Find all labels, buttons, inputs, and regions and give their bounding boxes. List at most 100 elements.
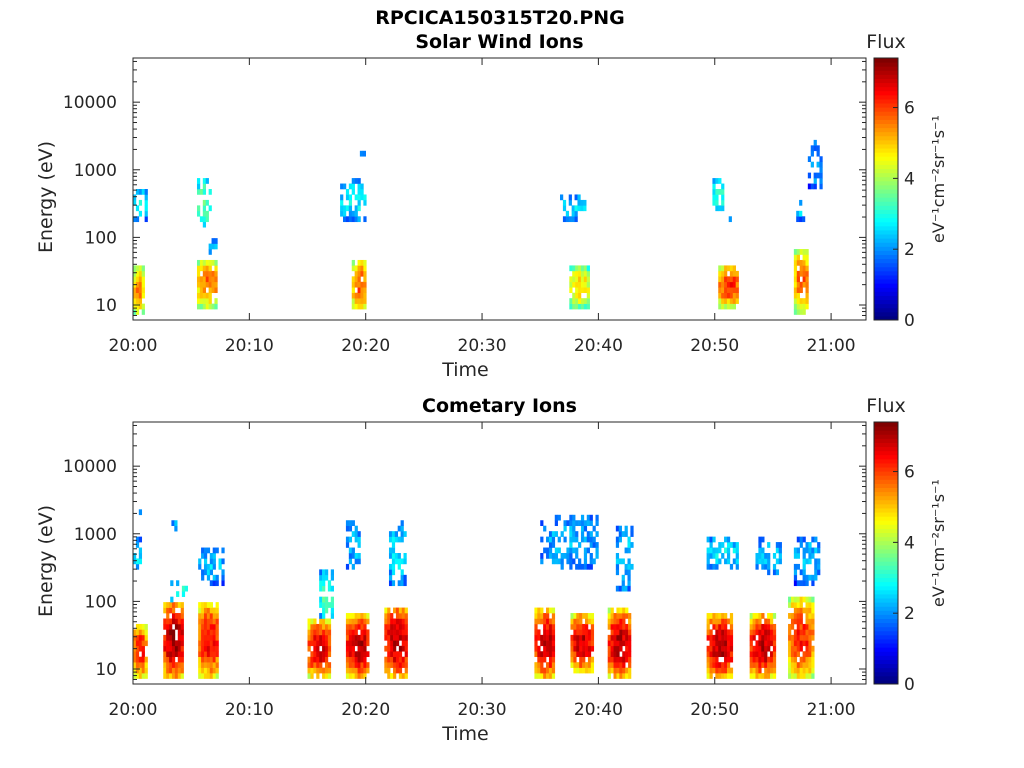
heatmap-cell — [166, 623, 170, 630]
heatmap-cell — [616, 662, 620, 668]
heatmap-cell — [202, 303, 207, 310]
heatmap-cell — [726, 640, 731, 647]
heatmap-cell — [176, 580, 180, 587]
heatmap-cell — [761, 623, 765, 630]
heatmap-cell — [709, 651, 713, 658]
y-tick-label: 100 — [85, 592, 117, 612]
heatmap-cell — [135, 270, 140, 277]
heatmap-cell — [196, 178, 201, 184]
heatmap-cell — [566, 520, 570, 527]
heatmap-cell — [796, 259, 800, 266]
colorbar-segment — [874, 569, 898, 574]
heatmap-cell — [580, 531, 585, 537]
heatmap-cell — [569, 553, 573, 559]
heatmap-cell — [610, 656, 614, 663]
heatmap-cell — [390, 662, 394, 668]
heatmap-cell — [560, 558, 564, 565]
heatmap-cell — [808, 656, 812, 663]
heatmap-cell — [619, 618, 623, 625]
heatmap-cell — [772, 629, 777, 636]
heatmap-cell — [817, 563, 821, 570]
heatmap-cell — [817, 558, 821, 565]
heatmap-cell — [363, 265, 367, 272]
heatmap-cell — [587, 640, 592, 647]
heatmap-cell — [388, 536, 393, 543]
heatmap-cell — [208, 287, 212, 294]
heatmap-cell — [607, 618, 611, 625]
heatmap-cell — [578, 303, 582, 310]
heatmap-cell — [607, 645, 611, 652]
heatmap-cell — [551, 553, 556, 559]
heatmap-cell — [363, 667, 367, 674]
heatmap-cell — [363, 303, 367, 310]
heatmap-cell — [572, 298, 576, 304]
heatmap-cell — [357, 673, 361, 679]
colorbar-segment — [874, 491, 898, 497]
heatmap-cell — [619, 613, 623, 619]
heatmap-cell — [589, 520, 593, 527]
heatmap-cell — [582, 667, 586, 674]
heatmap-cell — [718, 303, 722, 310]
heatmap-cell — [348, 623, 353, 630]
heatmap-cell — [205, 281, 209, 288]
heatmap-cell — [718, 651, 722, 658]
colorbar-segment — [874, 180, 898, 186]
heatmap-cell — [209, 553, 213, 559]
heatmap-cell — [554, 553, 558, 559]
heatmap-cell — [357, 270, 361, 277]
heatmap-cell — [718, 292, 722, 299]
heatmap-cell — [363, 276, 367, 283]
heatmap-cell — [575, 287, 579, 294]
heatmap-cell — [761, 547, 765, 554]
heatmap-cell — [395, 651, 400, 658]
heatmap-cell — [209, 618, 213, 625]
heatmap-cell — [622, 629, 626, 636]
plot-area — [133, 422, 866, 684]
heatmap-cell — [135, 542, 140, 548]
heatmap-cell — [726, 265, 731, 272]
heatmap-cell — [205, 259, 209, 266]
heatmap-cell — [205, 292, 209, 299]
heatmap-cell — [540, 558, 544, 565]
heatmap-cell — [543, 618, 547, 625]
plot-area — [133, 58, 866, 320]
heatmap-cell — [721, 618, 725, 625]
heatmap-cell — [212, 580, 216, 587]
heatmap-cell — [171, 667, 176, 674]
heatmap-cell — [749, 673, 753, 679]
heatmap-cell — [174, 667, 179, 674]
heatmap-cell — [570, 662, 574, 668]
heatmap-cell — [585, 618, 589, 625]
colorbar-segment — [874, 520, 898, 525]
heatmap-cell — [384, 645, 388, 652]
heatmap-cell — [729, 667, 734, 674]
colorbar-segment — [874, 434, 898, 439]
heatmap-cell — [169, 618, 173, 625]
heatmap-cell — [813, 183, 817, 190]
heatmap-cell — [572, 276, 576, 283]
heatmap-cell — [351, 178, 355, 184]
heatmap-cell — [360, 259, 364, 266]
heatmap-cell — [404, 651, 408, 658]
heatmap-cell — [135, 309, 140, 315]
heatmap-cell — [348, 547, 353, 554]
heatmap-cell — [582, 645, 586, 652]
heatmap-cell — [133, 265, 137, 272]
heatmap-cell — [138, 210, 143, 217]
heatmap-cell — [819, 167, 823, 173]
colorbar-segment — [874, 430, 898, 435]
heatmap-cell — [585, 623, 589, 630]
heatmap-cell — [388, 569, 393, 576]
heatmap-cell — [569, 542, 573, 548]
heatmap-cell — [363, 194, 367, 201]
heatmap-cell — [201, 618, 205, 625]
heatmap-cell — [198, 563, 202, 570]
heatmap-cell — [401, 607, 405, 614]
heatmap-cell — [404, 656, 408, 663]
heatmap-cell — [624, 563, 628, 570]
colorbar-segment — [874, 606, 898, 611]
heatmap-cell — [583, 205, 587, 212]
heatmap-cell — [811, 634, 815, 641]
heatmap-cell — [589, 563, 593, 570]
heatmap-cell — [348, 667, 353, 674]
